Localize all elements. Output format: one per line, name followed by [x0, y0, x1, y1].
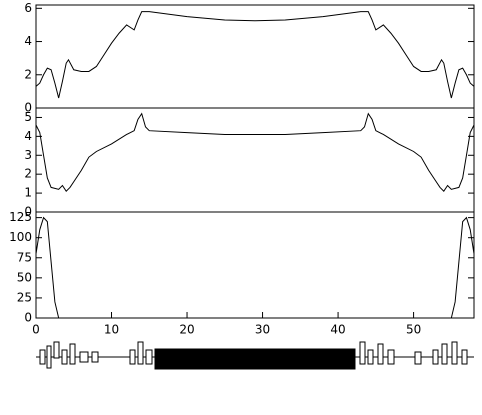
data-line	[35, 216, 475, 319]
y-tick-label: 25	[17, 290, 32, 304]
element	[359, 341, 366, 365]
element	[441, 343, 448, 365]
y-tick-label: 6	[24, 1, 32, 15]
y-tick-label: 3	[24, 148, 32, 162]
element	[91, 351, 99, 363]
x-tick-label: 10	[104, 323, 119, 337]
y-tick-label: 125	[9, 210, 32, 224]
y-tick-label: 1	[24, 186, 32, 200]
x-tick-label: 40	[330, 323, 345, 337]
data-line	[35, 11, 475, 99]
x-tick-label: 0	[32, 323, 40, 337]
y-tick-label: 100	[9, 230, 32, 244]
element	[137, 341, 144, 365]
panel-frame	[35, 211, 475, 319]
element	[387, 349, 395, 365]
y-tick-label: 75	[17, 250, 32, 264]
element	[53, 341, 60, 359]
element	[451, 341, 458, 365]
y-tick-label: 4	[24, 129, 32, 143]
element	[377, 343, 384, 365]
y-tick-label: 5	[24, 110, 32, 124]
element	[461, 349, 468, 365]
panel-frame	[35, 107, 475, 213]
element	[46, 345, 52, 369]
data-line	[35, 112, 475, 192]
element	[414, 351, 422, 365]
element	[367, 349, 374, 365]
y-tick-label: 2	[24, 67, 32, 81]
y-tick-label: 4	[24, 34, 32, 48]
x-tick-label: 30	[255, 323, 270, 337]
element	[432, 349, 439, 365]
element	[69, 343, 76, 365]
y-tick-label: 2	[24, 167, 32, 181]
y-tick-label: 0	[24, 205, 32, 219]
element	[129, 349, 136, 365]
y-tick-label: 50	[17, 270, 32, 284]
element	[79, 351, 89, 363]
dipole	[154, 348, 356, 370]
x-tick-label: 20	[179, 323, 194, 337]
y-tick-label: 0	[24, 101, 32, 115]
x-tick-label: 50	[406, 323, 421, 337]
element	[39, 349, 46, 365]
beamline	[36, 341, 474, 370]
y-tick-label: 0	[24, 311, 32, 325]
element	[61, 349, 68, 365]
element	[145, 349, 153, 365]
